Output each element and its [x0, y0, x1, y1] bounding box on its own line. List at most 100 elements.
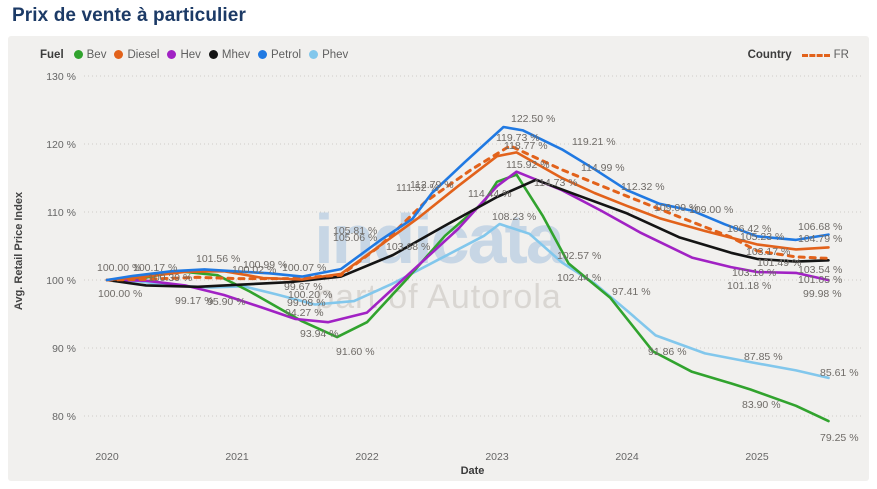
watermark-subtitle-text: part of Autorola — [315, 278, 562, 316]
svg-text:105.06 %: 105.06 % — [333, 232, 377, 244]
svg-text:108.23 %: 108.23 % — [492, 211, 536, 223]
svg-text:90 %: 90 % — [52, 343, 76, 355]
svg-text:99.67 %: 99.67 % — [284, 281, 323, 293]
legend-label-hev: Hev — [180, 48, 201, 61]
axis-ticks: 130 % 120 % 110 % 100 % 90 % 80 % 2020 2021 2022… — [46, 71, 769, 463]
svg-text:109.00 %: 109.00 % — [689, 204, 733, 216]
legend-dot-hev — [167, 50, 177, 59]
svg-text:2021: 2021 — [225, 451, 249, 463]
svg-text:93.94 %: 93.94 % — [300, 328, 339, 340]
legend-item-fr[interactable]: FR — [801, 49, 849, 61]
chart-panel: Fuel Bev Diesel Hev Mhev Petrol Phev Country … — [8, 36, 869, 481]
svg-text:102.44 %: 102.44 % — [557, 272, 601, 284]
legend-item-petrol[interactable]: Petrol — [258, 49, 301, 61]
legend-label-diesel: Diesel — [127, 48, 160, 61]
svg-text:115.92 %: 115.92 % — [506, 159, 550, 171]
svg-text:100.39 %: 100.39 % — [148, 272, 192, 284]
series-line-bev — [105, 173, 830, 423]
series-line-mhev — [105, 178, 830, 289]
svg-text:106.42 %: 106.42 % — [727, 223, 771, 235]
svg-text:101.56 %: 101.56 % — [196, 253, 240, 265]
svg-text:101.49 %: 101.49 % — [757, 257, 801, 269]
svg-text:2020: 2020 — [95, 451, 119, 463]
svg-text:2023: 2023 — [485, 451, 509, 463]
svg-text:80 %: 80 % — [52, 411, 76, 423]
svg-text:79.25 %: 79.25 % — [820, 432, 859, 444]
svg-text:95.90 %: 95.90 % — [207, 296, 246, 308]
svg-text:100.17 %: 100.17 % — [133, 262, 177, 274]
svg-text:103.54 %: 103.54 % — [798, 264, 842, 276]
legend-item-phev[interactable]: Phev — [309, 49, 348, 61]
x-axis-title: Date — [461, 465, 485, 477]
svg-text:112.79 %: 112.79 % — [410, 179, 454, 191]
svg-text:119.73 %: 119.73 % — [496, 132, 540, 144]
svg-text:101.18 %: 101.18 % — [727, 280, 771, 292]
svg-text:100 %: 100 % — [46, 275, 76, 287]
y-axis-title: Avg. Retail Price Index — [13, 191, 25, 310]
svg-text:105.23 %: 105.23 % — [740, 231, 784, 243]
series-line-hev — [105, 170, 830, 324]
fuel-legend-items: Bev Diesel Hev Mhev Petrol Phev — [73, 46, 357, 64]
svg-text:99.17 %: 99.17 % — [175, 295, 214, 307]
country-legend: Country FR — [748, 49, 849, 61]
svg-text:100.07 %: 100.07 % — [282, 262, 326, 274]
svg-text:99.98 %: 99.98 % — [803, 288, 842, 300]
fuel-legend: Fuel Bev Diesel Hev Mhev Petrol Phev — [40, 46, 356, 64]
fuel-legend-title: Fuel — [40, 49, 64, 61]
svg-text:114.44 %: 114.44 % — [468, 188, 512, 200]
svg-text:91.60 %: 91.60 % — [336, 346, 375, 358]
series-lines — [105, 125, 830, 423]
legend-label-petrol: Petrol — [271, 48, 302, 61]
svg-text:94.27 %: 94.27 % — [285, 307, 324, 319]
svg-text:100.00 %: 100.00 % — [98, 288, 142, 300]
legend-item-hev[interactable]: Hev — [167, 48, 201, 61]
svg-text:97.41 %: 97.41 % — [612, 286, 651, 298]
svg-text:111.52 %: 111.52 % — [396, 182, 439, 194]
svg-text:109.09 %: 109.09 % — [654, 202, 698, 214]
svg-text:114.73 %: 114.73 % — [534, 177, 578, 189]
chart-canvas: 130 % 120 % 110 % 100 % 90 % 80 % 2020 2021 2022… — [13, 71, 861, 477]
point-labels: 100.00 %100.00 %100.17 %100.39 %101.56 %… — [97, 113, 859, 444]
svg-text:91.86 %: 91.86 % — [648, 346, 687, 358]
legend-label-phev: Phev — [322, 48, 349, 61]
country-legend-value: FR — [833, 49, 849, 61]
svg-text:99.08 %: 99.08 % — [287, 297, 326, 309]
legend-item-bev[interactable]: Bev — [73, 48, 107, 61]
legend-dot-diesel — [114, 50, 124, 59]
series-line-phev — [105, 222, 830, 380]
svg-text:119.21 %: 119.21 % — [572, 136, 616, 148]
svg-text:110 %: 110 % — [47, 207, 76, 219]
svg-text:103.17 %: 103.17 % — [746, 246, 790, 258]
svg-text:100.00 %: 100.00 % — [97, 262, 141, 274]
legend-dot-mhev — [208, 50, 218, 59]
svg-text:2025: 2025 — [745, 451, 769, 463]
legend-item-diesel[interactable]: Diesel — [114, 49, 159, 61]
svg-text:100.20 %: 100.20 % — [288, 289, 332, 301]
svg-text:2022: 2022 — [355, 451, 379, 463]
svg-text:100.99 %: 100.99 % — [243, 259, 287, 271]
legend-dot-phev — [309, 50, 319, 59]
svg-text:105.81 %: 105.81 % — [333, 225, 377, 237]
legend-label-mhev: Mhev — [221, 48, 251, 61]
svg-text:106.68 %: 106.68 % — [798, 221, 842, 233]
series-line-petrol — [105, 125, 830, 282]
country-legend-title: Country — [747, 49, 792, 61]
svg-text:104.79 %: 104.79 % — [798, 233, 842, 245]
legend-dot-bev — [73, 50, 83, 59]
page-title: Prix de vente à particulier — [12, 5, 246, 26]
legend-item-mhev[interactable]: Mhev — [208, 48, 251, 61]
svg-text:100.02 %: 100.02 % — [232, 264, 276, 276]
svg-text:102.57 %: 102.57 % — [557, 250, 601, 262]
svg-text:103.68 %: 103.68 % — [386, 241, 430, 253]
watermark: indicata part of Autorola — [8, 36, 869, 314]
series-line-diesel — [105, 151, 830, 282]
legend-bar: Fuel Bev Diesel Hev Mhev Petrol Phev Country … — [40, 46, 849, 64]
watermark-logo-text: indicata — [314, 200, 565, 278]
legend-label-bev: Bev — [86, 48, 107, 61]
fr-dashed-line-swatch — [801, 53, 830, 57]
gridlines — [84, 75, 861, 417]
svg-text:120 %: 120 % — [46, 139, 76, 151]
svg-text:101.05 %: 101.05 % — [798, 274, 842, 286]
svg-text:85.61 %: 85.61 % — [820, 367, 859, 379]
series-line-fr — [105, 144, 830, 282]
